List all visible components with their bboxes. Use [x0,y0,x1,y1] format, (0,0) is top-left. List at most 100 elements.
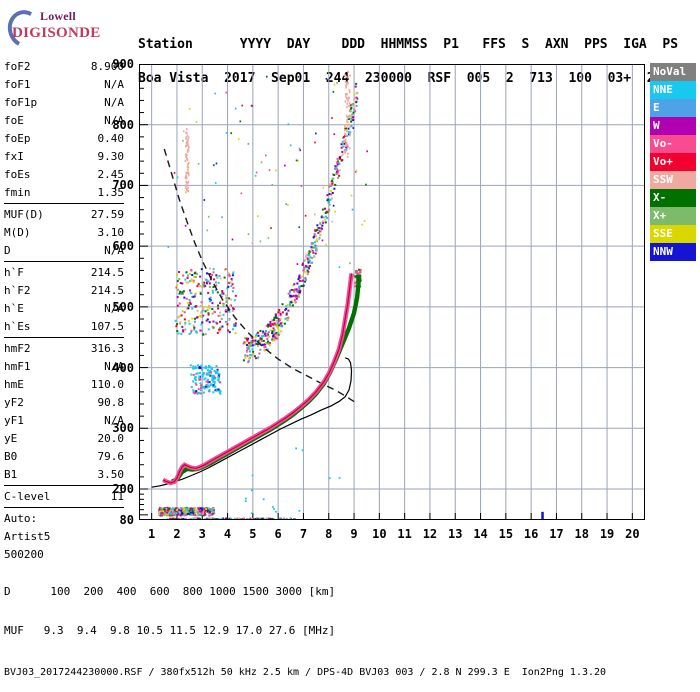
param-row-hme: hmE 110.0 [4,376,124,394]
legend-item-nne[interactable]: NNE [650,81,696,99]
param-row-ye: yE 20.0 [4,430,124,448]
param-value: 1.35 [97,186,125,199]
auto-line-1: Artist5 [4,530,51,543]
param-group-clevel: C-level 11 [4,488,124,506]
y-tick-label-300: 300 [112,421,134,436]
legend-item-ssw[interactable]: SSW [650,171,696,189]
param-value: 3.10 [97,226,125,239]
param-value: N/A [104,244,124,257]
param-key: foF1 [4,78,31,91]
param-row-md: M(D) 3.10 [4,224,124,242]
param-group-profile: hmF2 316.3 hmF1 N/A hmE 110.0 yF2 90.8 yF1 N/A yE 2… [4,340,124,484]
param-row-hmf1: hmF1 N/A [4,358,124,376]
isolated-echo-marker [541,511,544,520]
param-row-hes: h`Es 107.5 [4,318,124,336]
param-row-hf: h`F 214.5 [4,264,124,282]
header-labels-row: Station YYYY DAY DDD HHMMSS P1 FFS S AXN… [138,37,679,52]
param-value: 20.0 [97,432,125,445]
param-value: 79.6 [97,450,125,463]
param-key: yF1 [4,414,24,427]
y-tick-label-80: 80 [119,513,134,527]
param-row-b1: B1 3.50 [4,466,124,484]
param-value: 316.3 [90,342,124,355]
param-key: foEp [4,132,31,145]
auto-line-2: 500200 [4,548,44,561]
divider [4,203,124,204]
ionogram-plot[interactable] [139,64,645,520]
param-value: 8.900 [90,60,124,73]
x-tick-label-5: 5 [249,527,257,541]
param-row-fof1p: foF1p N/A [4,94,124,112]
x-axis-labels: 1 2 3 4 5 6 7 8 9 10 11 12 13 14 15 16 17 18 19 20 [139,527,645,545]
param-value: 11 [110,490,124,503]
x-tick-label-13: 13 [448,527,463,541]
param-key: B1 [4,468,18,481]
param-value: N/A [104,302,124,315]
param-row-b0: B0 79.6 [4,448,124,466]
x-tick-label-16: 16 [523,527,539,541]
legend-item-x[interactable]: X- [650,189,696,207]
x-tick-label-9: 9 [350,527,358,541]
param-key: h`Es [4,320,31,333]
param-key: fmin [4,186,31,199]
param-row-foe: foE N/A [4,112,124,130]
param-value: N/A [104,414,124,427]
param-value: N/A [104,96,124,109]
x-tick-label-17: 17 [549,527,564,541]
param-key: yF2 [4,396,24,409]
legend-item-x[interactable]: X+ [650,207,696,225]
param-row-he: h`E N/A [4,300,124,318]
o-trace-core [162,273,353,484]
echo-scatter-points [158,70,368,520]
x-tick-label-11: 11 [397,527,412,541]
param-key: hmF2 [4,342,31,355]
legend-item-sse[interactable]: SSE [650,225,696,243]
x-tick-label-19: 19 [599,527,615,541]
param-row-d: D N/A [4,242,124,260]
param-key: hmF1 [4,360,31,373]
x-tick-label-20: 20 [625,527,640,541]
divider [4,337,124,338]
x-tick-label-3: 3 [198,527,206,541]
param-key: h`E [4,302,24,315]
param-value: N/A [104,78,124,91]
y-tick-label-400: 400 [112,360,134,375]
param-key: MUF(D) [4,208,44,221]
divider [4,507,124,508]
y-tick-label-200: 200 [112,482,134,496]
footer-info: D 100 200 400 600 800 1000 1500 3000 [km… [4,559,606,692]
y-tick-label-800: 800 [112,117,134,132]
x-tick-label-12: 12 [422,527,438,541]
legend-item-vo[interactable]: Vo- [650,135,696,153]
ionogram-canvas [139,64,645,520]
x-tick-label-1: 1 [148,527,156,541]
param-key: C-level [4,490,51,503]
legend-item-vo[interactable]: Vo+ [650,153,696,171]
param-key: h`F2 [4,284,31,297]
x-tick-label-4: 4 [223,527,232,541]
divider [4,261,124,262]
auto-line-0: Auto: [4,512,38,525]
param-value: 2.45 [97,168,125,181]
y-tick-label-700: 700 [112,178,134,193]
polarization-direction-legend[interactable]: NoVal NNE E W Vo- Vo+ SSW X- X+ SSE NNW [650,63,696,261]
legend-item-e[interactable]: E [650,99,696,117]
legend-item-nnw[interactable]: NNW [650,243,696,261]
param-row-foes: foEs 2.45 [4,166,124,184]
param-value: 3.50 [97,468,125,481]
footer-file-row: BVJ03_2017244230000.RSF / 380fx512h 50 k… [4,667,607,678]
param-key: fxI [4,150,24,163]
param-row-fof1: foF1 N/A [4,76,124,94]
param-row-mufd: MUF(D) 27.59 [4,206,124,224]
param-row-yf1: yF1 N/A [4,412,124,430]
param-group-muf: MUF(D) 27.59 M(D) 3.10 D N/A [4,206,124,260]
logo-digisonde-text: DIGISONDE [12,25,101,41]
legend-item-noval[interactable]: NoVal [650,63,696,81]
param-value: 90.8 [97,396,125,409]
y-tick-label-600: 600 [112,239,134,254]
y-tick-label-500: 500 [112,299,134,314]
x-tick-label-14: 14 [473,527,488,541]
param-value: N/A [104,360,124,373]
param-key: foE [4,114,24,127]
legend-item-w[interactable]: W [650,117,696,135]
